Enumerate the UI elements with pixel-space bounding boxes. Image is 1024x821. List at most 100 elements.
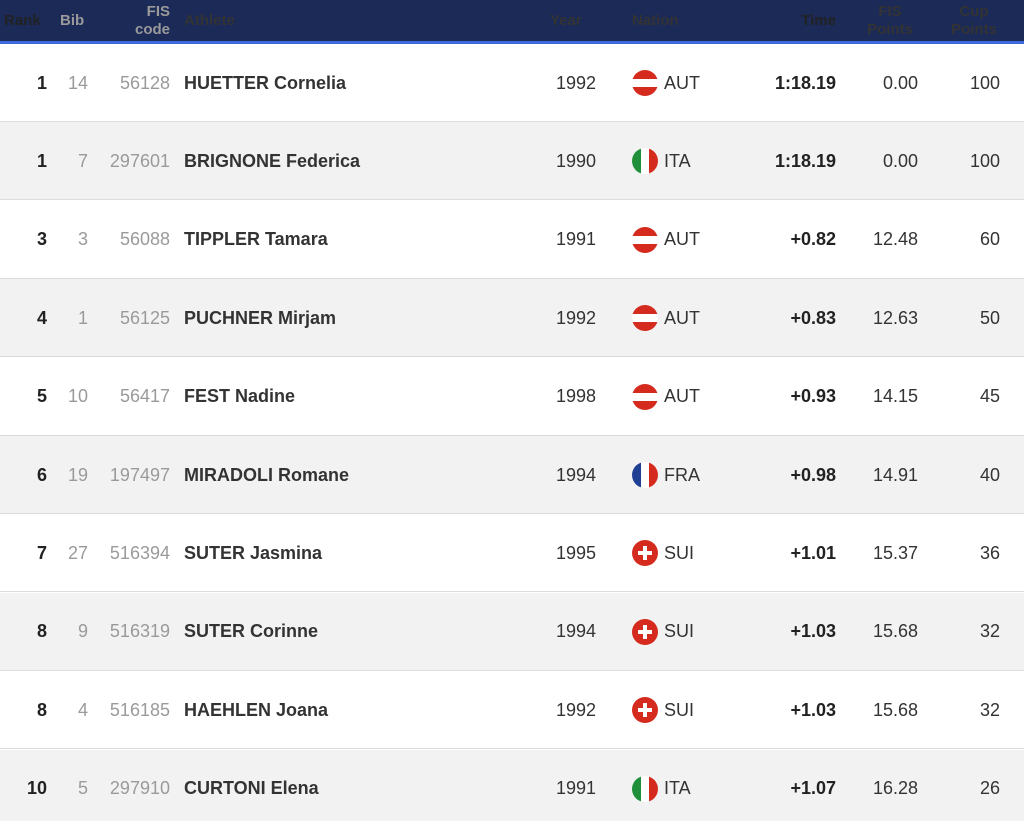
fis-code-cell: 56417 <box>119 386 170 407</box>
cup-points-cell: 26 <box>979 778 1000 799</box>
cup-points-cell: 50 <box>979 307 1000 328</box>
bib-cell: 19 <box>67 464 88 485</box>
nation-cell: ITA <box>632 750 742 821</box>
birth-year-cell: 1992 <box>555 72 596 93</box>
header-year[interactable]: Year <box>550 11 582 29</box>
bib-cell: 27 <box>67 542 88 563</box>
table-row[interactable]: 5 10 56417 FEST Nadine 1998 AUT +0.93 14.15 45 <box>0 357 1024 436</box>
rank-cell: 8 <box>36 621 47 642</box>
athlete-name-link[interactable]: HAEHLEN Joana <box>184 699 329 720</box>
fis-code-cell: 56088 <box>119 229 170 250</box>
header-athlete[interactable]: Athlete <box>184 11 235 29</box>
header-fis-code-line2: code <box>134 20 170 38</box>
birth-year-cell: 1995 <box>555 542 596 563</box>
cup-points-cell: 100 <box>969 150 1000 171</box>
fis-code-cell: 197497 <box>109 464 170 485</box>
nation-code: ITA <box>664 778 691 799</box>
rank-cell: 3 <box>36 229 47 250</box>
nation-code: SUI <box>664 699 695 720</box>
birth-year-cell: 1991 <box>555 229 596 250</box>
fis-points-cell: 16.28 <box>872 778 918 799</box>
cup-points-cell: 60 <box>979 229 1000 250</box>
nation-cell: AUT <box>632 201 742 279</box>
athlete-name-link[interactable]: BRIGNONE Federica <box>184 150 361 171</box>
header-time[interactable]: Time <box>801 11 836 29</box>
birth-year-cell: 1990 <box>555 150 596 171</box>
athlete-name-link[interactable]: CURTONI Elena <box>184 778 319 799</box>
sui-flag-icon <box>632 697 658 724</box>
nation-cell: AUT <box>632 279 742 357</box>
bib-cell: 5 <box>77 778 88 799</box>
header-fis-points[interactable]: FIS Points <box>862 0 918 41</box>
table-row[interactable]: 6 19 197497 MIRADOLI Romane 1994 FRA +0.98 14.9… <box>0 436 1024 514</box>
athlete-name-link[interactable]: TIPPLER Tamara <box>184 229 328 250</box>
nation-code: AUT <box>664 72 700 93</box>
nation-code: SUI <box>664 621 695 642</box>
ita-flag-icon <box>632 148 658 175</box>
birth-year-cell: 1992 <box>555 307 596 328</box>
table-row[interactable]: 8 4 516185 HAEHLEN Joana 1992 SUI +1.03 15.68 32 <box>0 671 1024 750</box>
fis-points-cell: 15.37 <box>872 542 918 563</box>
table-row[interactable]: 4 1 56125 PUCHNER Mirjam 1992 AUT +0.83 12.63 50 <box>0 279 1024 358</box>
table-row[interactable]: 1 7 297601 BRIGNONE Federica 1990 ITA 1:18.19 0… <box>0 122 1024 201</box>
nation-cell: AUT <box>632 358 742 436</box>
bib-cell: 9 <box>77 621 88 642</box>
header-cup-points[interactable]: Cup Points <box>948 0 1000 41</box>
header-cup-points-line1: Cup <box>959 2 989 20</box>
nation-code: ITA <box>664 150 691 171</box>
header-fis-points-line2: Points <box>867 20 913 38</box>
fis-points-cell: 12.48 <box>872 229 918 250</box>
nation-cell: AUT <box>632 44 742 122</box>
table-row[interactable]: 1 14 56128 HUETTER Cornelia 1992 AUT 1:18.19 0.… <box>0 44 1024 122</box>
rank-cell: 4 <box>36 307 47 328</box>
time-cell: +0.98 <box>790 464 836 485</box>
bib-cell: 10 <box>67 386 88 407</box>
cup-points-cell: 45 <box>979 386 1000 407</box>
nation-code: AUT <box>664 307 700 328</box>
athlete-name-link[interactable]: MIRADOLI Romane <box>184 464 350 485</box>
table-row[interactable]: 3 3 56088 TIPPLER Tamara 1991 AUT +0.82 12.48 60 <box>0 200 1024 279</box>
athlete-name-link[interactable]: SUTER Jasmina <box>184 542 323 563</box>
fis-code-cell: 56128 <box>119 72 170 93</box>
time-cell: +1.07 <box>790 778 836 799</box>
bib-cell: 7 <box>77 150 88 171</box>
fis-code-cell: 56125 <box>119 307 170 328</box>
fis-code-cell: 516394 <box>109 542 170 563</box>
fis-points-cell: 12.63 <box>872 307 918 328</box>
nation-code: SUI <box>664 542 695 563</box>
rank-cell: 6 <box>36 464 47 485</box>
birth-year-cell: 1991 <box>555 778 596 799</box>
header-fis-code[interactable]: FIS code <box>128 0 170 41</box>
rank-cell: 7 <box>36 542 47 563</box>
rank-cell: 5 <box>36 386 47 407</box>
rank-cell: 1 <box>36 150 47 171</box>
time-cell: +0.82 <box>790 229 836 250</box>
athlete-name-link[interactable]: SUTER Corinne <box>184 621 319 642</box>
athlete-name-link[interactable]: PUCHNER Mirjam <box>184 307 337 328</box>
fis-code-cell: 516319 <box>109 621 170 642</box>
cup-points-cell: 40 <box>979 464 1000 485</box>
birth-year-cell: 1992 <box>555 699 596 720</box>
nation-cell: FRA <box>632 436 742 514</box>
aut-flag-icon <box>632 305 658 332</box>
nation-code: AUT <box>664 386 700 407</box>
aut-flag-icon <box>632 226 658 253</box>
header-fis-code-line1: FIS <box>146 2 170 20</box>
table-row[interactable]: 7 27 516394 SUTER Jasmina 1995 SUI +1.01 15.37 3… <box>0 514 1024 593</box>
rank-cell: 1 <box>36 72 47 93</box>
athlete-name-link[interactable]: FEST Nadine <box>184 386 296 407</box>
nation-cell: SUI <box>632 514 742 592</box>
fis-code-cell: 516185 <box>109 699 170 720</box>
time-cell: 1:18.19 <box>774 72 836 93</box>
birth-year-cell: 1994 <box>555 464 596 485</box>
table-row[interactable]: 8 9 516319 SUTER Corinne 1994 SUI +1.03 15.68 32 <box>0 592 1024 671</box>
header-rank[interactable]: Rank <box>4 11 41 29</box>
cup-points-cell: 100 <box>969 72 1000 93</box>
header-bib[interactable]: Bib <box>60 11 85 29</box>
cup-points-cell: 32 <box>979 699 1000 720</box>
table-row[interactable]: 10 5 297910 CURTONI Elena 1991 ITA +1.07 16.28 2… <box>0 749 1024 821</box>
athlete-name-link[interactable]: HUETTER Cornelia <box>184 72 347 93</box>
header-nation[interactable]: Nation <box>632 11 679 29</box>
time-cell: +1.01 <box>790 542 836 563</box>
